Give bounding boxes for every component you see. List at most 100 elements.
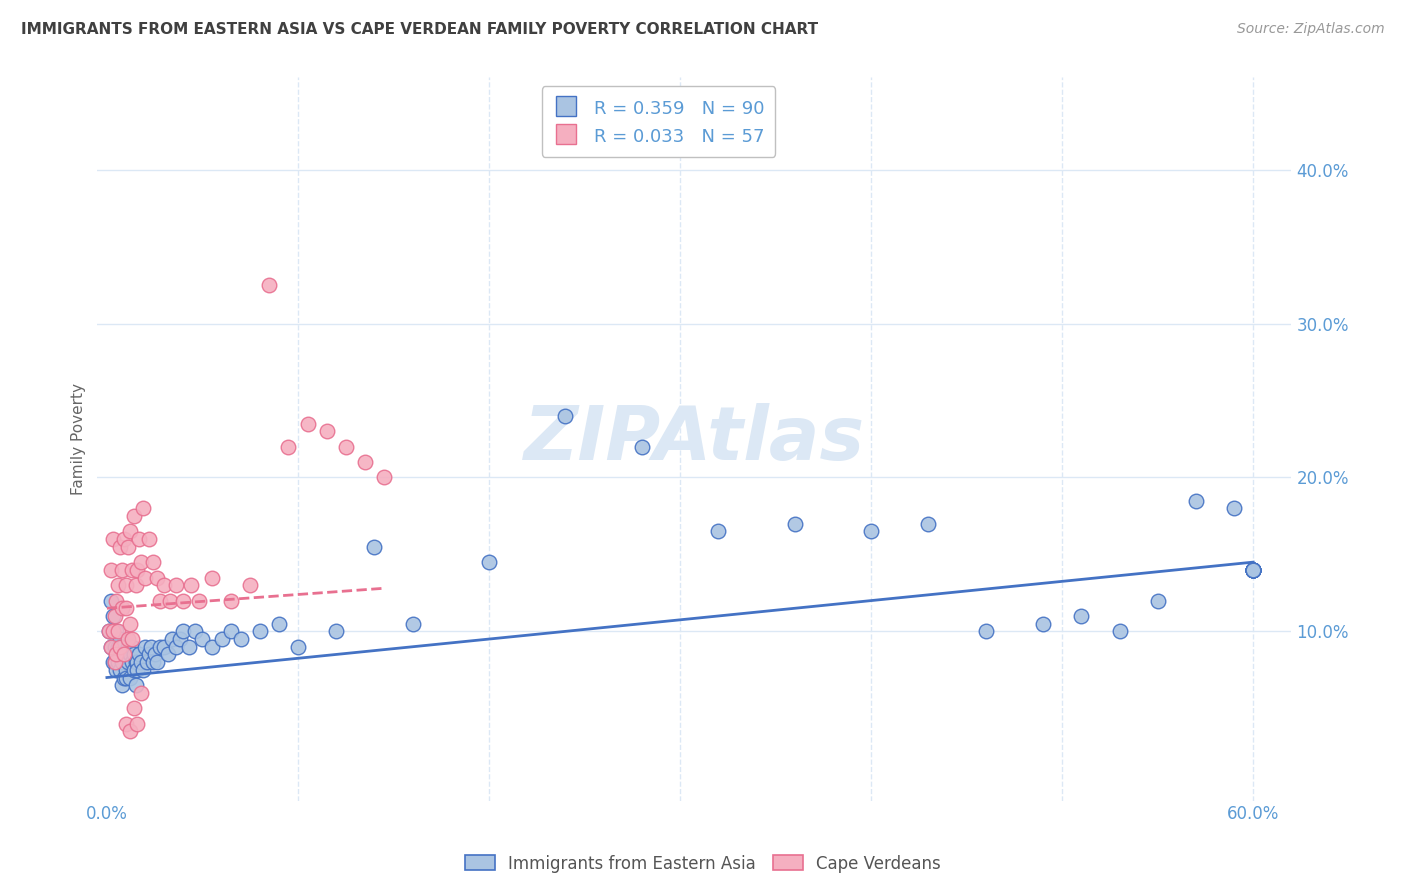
Point	[103, 655, 125, 669]
Text: IMMIGRANTS FROM EASTERN ASIA VS CAPE VERDEAN FAMILY POVERTY CORRELATION CHART: IMMIGRANTS FROM EASTERN ASIA VS CAPE VER…	[21, 22, 818, 37]
Point	[127, 716, 149, 731]
Point	[112, 532, 135, 546]
Point	[143, 648, 166, 662]
Point	[1241, 563, 1264, 577]
Point	[101, 532, 124, 546]
Point	[115, 578, 138, 592]
Point	[249, 624, 271, 639]
Point	[142, 655, 165, 669]
Point	[127, 655, 149, 669]
Point	[363, 540, 385, 554]
Point	[115, 716, 138, 731]
Point	[219, 593, 242, 607]
Point	[129, 655, 152, 669]
Point	[117, 655, 139, 669]
Point	[101, 624, 124, 639]
Point	[153, 578, 176, 592]
Point	[100, 593, 122, 607]
Point	[554, 409, 576, 423]
Point	[917, 516, 939, 531]
Point	[401, 616, 423, 631]
Point	[219, 624, 242, 639]
Point	[229, 632, 252, 646]
Point	[115, 663, 138, 677]
Point	[325, 624, 347, 639]
Point	[860, 524, 883, 539]
Legend: R = 0.359   N = 90, R = 0.033   N = 57: R = 0.359 N = 90, R = 0.033 N = 57	[541, 87, 776, 157]
Point	[128, 648, 150, 662]
Point	[201, 640, 224, 654]
Point	[110, 663, 132, 677]
Point	[121, 632, 143, 646]
Point	[1241, 563, 1264, 577]
Point	[105, 593, 128, 607]
Point	[1223, 501, 1246, 516]
Point	[112, 648, 135, 662]
Point	[122, 663, 145, 677]
Point	[100, 563, 122, 577]
Point	[1241, 563, 1264, 577]
Point	[1241, 563, 1264, 577]
Point	[165, 578, 187, 592]
Point	[105, 624, 128, 639]
Point	[180, 578, 202, 592]
Point	[315, 425, 337, 439]
Point	[111, 601, 134, 615]
Point	[145, 655, 167, 669]
Point	[149, 640, 172, 654]
Point	[373, 470, 395, 484]
Point	[1241, 563, 1264, 577]
Point	[97, 624, 120, 639]
Point	[124, 655, 146, 669]
Point	[115, 671, 138, 685]
Point	[110, 648, 132, 662]
Point	[127, 563, 149, 577]
Point	[105, 648, 128, 662]
Point	[1070, 609, 1092, 624]
Point	[122, 508, 145, 523]
Point	[128, 532, 150, 546]
Point	[100, 640, 122, 654]
Point	[132, 663, 155, 677]
Point	[110, 540, 132, 554]
Point	[191, 632, 214, 646]
Point	[172, 624, 194, 639]
Point	[631, 440, 654, 454]
Point	[110, 632, 132, 646]
Point	[101, 655, 124, 669]
Point	[157, 648, 180, 662]
Point	[121, 655, 143, 669]
Point	[783, 516, 806, 531]
Point	[478, 555, 501, 569]
Point	[177, 640, 200, 654]
Point	[353, 455, 375, 469]
Point	[121, 640, 143, 654]
Point	[974, 624, 997, 639]
Point	[211, 632, 233, 646]
Point	[129, 686, 152, 700]
Point	[111, 655, 134, 669]
Point	[115, 601, 138, 615]
Point	[1185, 493, 1208, 508]
Point	[138, 532, 160, 546]
Point	[1146, 593, 1168, 607]
Legend: Immigrants from Eastern Asia, Cape Verdeans: Immigrants from Eastern Asia, Cape Verde…	[458, 848, 948, 880]
Point	[110, 640, 132, 654]
Point	[105, 663, 128, 677]
Point	[127, 663, 149, 677]
Point	[259, 278, 281, 293]
Point	[287, 640, 309, 654]
Point	[142, 555, 165, 569]
Point	[139, 640, 162, 654]
Point	[160, 632, 183, 646]
Text: ZIPAtlas: ZIPAtlas	[524, 402, 865, 475]
Point	[1032, 616, 1054, 631]
Point	[107, 640, 129, 654]
Point	[138, 648, 160, 662]
Point	[1241, 563, 1264, 577]
Point	[107, 655, 129, 669]
Point	[129, 555, 152, 569]
Point	[101, 609, 124, 624]
Point	[277, 440, 299, 454]
Y-axis label: Family Poverty: Family Poverty	[72, 383, 86, 495]
